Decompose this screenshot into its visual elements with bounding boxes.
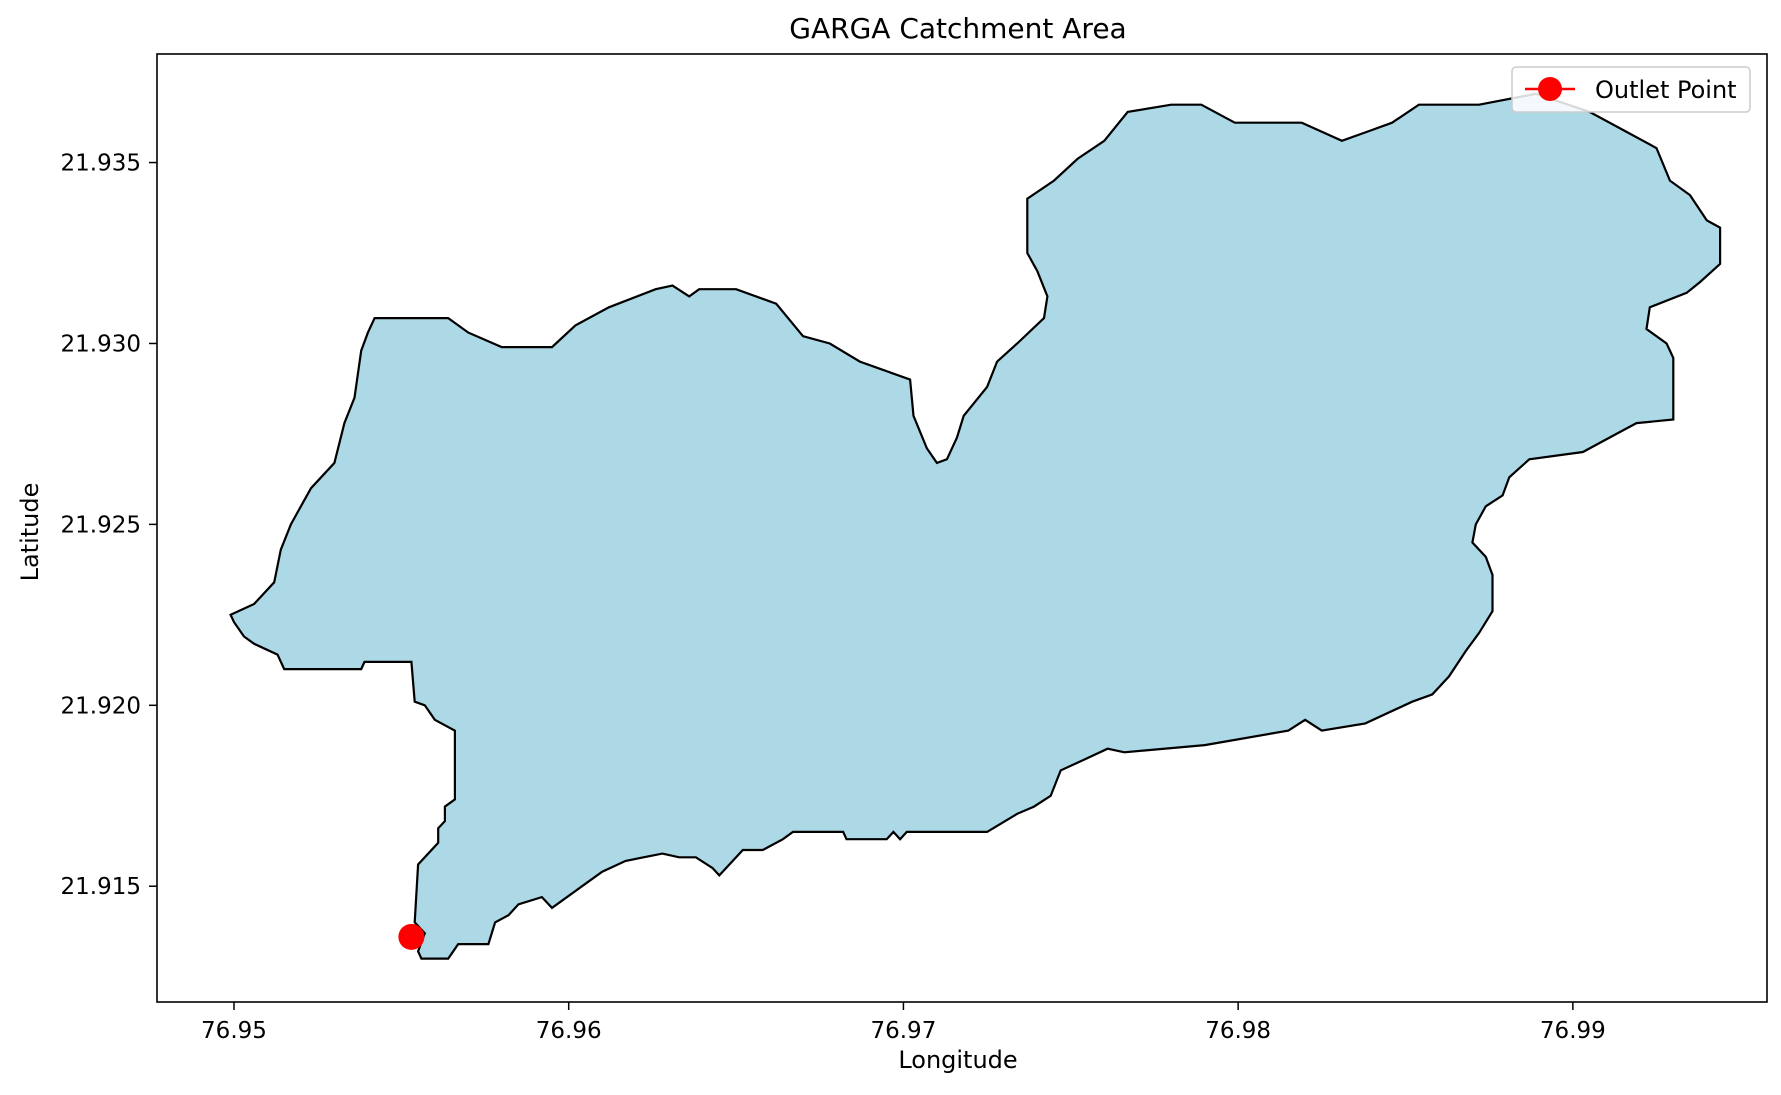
x-axis-ticks: 76.95 76.96 76.97 76.98 76.99 (201, 1002, 1606, 1044)
catchment-polygon[interactable] (229, 92, 1722, 960)
y-axis-ticks: 21.915 21.920 21.925 21.930 21.935 (61, 151, 157, 900)
y-tick-label: 21.920 (61, 693, 141, 719)
legend-marker-sample (1538, 77, 1562, 101)
axes-frame (156, 53, 1768, 1003)
chart-title: GARGA Catchment Area (789, 12, 1126, 45)
y-tick-label: 21.925 (61, 512, 141, 538)
y-tick-label: 21.930 (61, 331, 141, 357)
y-tick-label: 21.915 (61, 874, 141, 900)
x-axis-label: Longitude (898, 1046, 1017, 1074)
x-tick-label: 76.98 (1205, 1018, 1271, 1044)
x-tick-label: 76.97 (870, 1018, 936, 1044)
x-tick-label: 76.99 (1540, 1018, 1606, 1044)
legend-box (1511, 66, 1751, 113)
y-tick-label: 21.935 (61, 151, 141, 177)
y-axis-label: Latitude (16, 483, 44, 582)
legend[interactable]: Outlet Point (1511, 66, 1751, 113)
outlet-point-marker[interactable] (398, 923, 425, 950)
legend-label-outlet-point: Outlet Point (1595, 76, 1737, 104)
plot-area (156, 53, 1768, 1003)
x-tick-label: 76.95 (201, 1018, 267, 1044)
x-tick-label: 76.96 (536, 1018, 602, 1044)
